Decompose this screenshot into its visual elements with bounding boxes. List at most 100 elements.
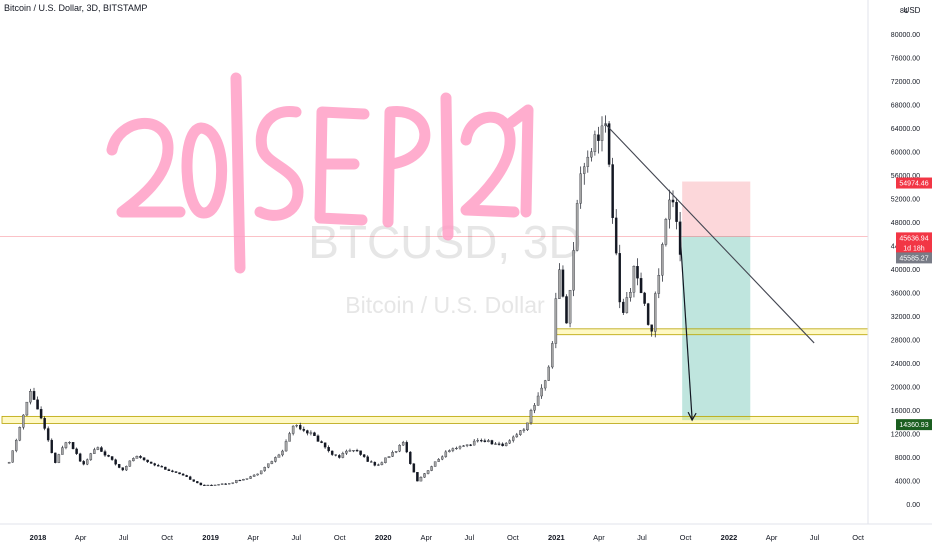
x-tick-label: 2019 bbox=[202, 533, 219, 542]
price-axis-panel bbox=[868, 0, 932, 550]
candle-body bbox=[426, 470, 430, 474]
y-tick-label: 16000.00 bbox=[891, 408, 920, 415]
candle-body bbox=[607, 123, 611, 165]
candle-body bbox=[490, 440, 494, 445]
candle-body bbox=[650, 324, 653, 332]
x-tick-label: Jul bbox=[291, 533, 301, 542]
candle-body bbox=[242, 479, 245, 481]
support-zone[interactable] bbox=[555, 328, 873, 336]
y-tick-label: 12000.00 bbox=[891, 432, 920, 439]
candle-body bbox=[394, 451, 398, 453]
y-tick-label: 20000.00 bbox=[891, 385, 920, 392]
x-tick-label: Jul bbox=[810, 533, 820, 542]
candle-body bbox=[295, 425, 298, 427]
candle-body bbox=[274, 457, 277, 462]
candle-body bbox=[451, 448, 455, 451]
take-profit-zone[interactable] bbox=[682, 236, 751, 421]
candlestick-series bbox=[7, 115, 682, 487]
currency-label[interactable]: USD bbox=[904, 6, 921, 15]
candle-body bbox=[515, 434, 519, 438]
candle-body bbox=[643, 292, 646, 304]
candle-body bbox=[153, 463, 156, 466]
candle-body bbox=[582, 166, 586, 174]
candle-body bbox=[306, 430, 309, 434]
y-tick-label: 48000.00 bbox=[891, 220, 920, 227]
candle-body bbox=[409, 451, 412, 464]
price-tag-label: 54974.46 bbox=[899, 181, 928, 188]
candle-body bbox=[646, 303, 650, 325]
candle-body bbox=[519, 430, 522, 435]
price-tag-countdown bbox=[896, 242, 932, 254]
candle-body bbox=[416, 472, 419, 482]
x-tick-label: Oct bbox=[680, 533, 693, 542]
candle-body bbox=[64, 442, 68, 448]
candle-body bbox=[590, 151, 593, 158]
candle-body bbox=[192, 479, 195, 482]
candle-body bbox=[146, 459, 149, 463]
candle-body bbox=[437, 459, 440, 462]
candle-body bbox=[455, 447, 458, 450]
candle-body bbox=[384, 457, 387, 463]
drawings[interactable] bbox=[604, 123, 815, 422]
x-tick-label: Apr bbox=[766, 533, 778, 542]
y-tick-label: 28000.00 bbox=[891, 338, 920, 345]
candle-body bbox=[50, 439, 53, 454]
candle-body bbox=[565, 296, 568, 324]
candle-body bbox=[359, 450, 362, 455]
candle-body bbox=[511, 436, 515, 441]
candle-body bbox=[323, 442, 327, 448]
candle-body bbox=[288, 433, 291, 442]
candle-body bbox=[533, 405, 536, 411]
candle-body bbox=[423, 473, 426, 478]
candle-body bbox=[167, 469, 171, 472]
candle-body bbox=[487, 440, 490, 443]
trend-line[interactable] bbox=[604, 123, 815, 344]
handwriting-letter-e bbox=[314, 106, 370, 226]
candle-body bbox=[636, 266, 639, 279]
x-tick-label: Oct bbox=[852, 533, 865, 542]
candle-body bbox=[164, 466, 167, 470]
candle-body bbox=[529, 410, 533, 424]
candle-body bbox=[653, 293, 657, 332]
candle-body bbox=[611, 164, 614, 219]
price-tags: 45636.94 1d 18h 45585.27 54974.46 14360.93 bbox=[896, 177, 932, 431]
candle-body bbox=[540, 387, 543, 397]
price-tag-current bbox=[896, 232, 932, 244]
handwritten-date-annotation[interactable] bbox=[106, 72, 534, 274]
candle-body bbox=[43, 418, 46, 429]
stop-loss-zone[interactable] bbox=[682, 181, 751, 237]
candle-body bbox=[210, 484, 213, 487]
candle-body bbox=[629, 292, 632, 298]
price-tag-stop bbox=[896, 177, 932, 189]
handwriting-digit-0 bbox=[181, 122, 228, 219]
projection-arrow-line[interactable] bbox=[678, 222, 693, 420]
candle-body bbox=[362, 454, 366, 457]
candle-body bbox=[341, 453, 345, 458]
time-axis[interactable]: 2018 Apr Jul Oct 2019 Apr Jul Oct 2020 Apr Jul Oct 2… bbox=[30, 533, 865, 542]
y-tick-label: 60000.00 bbox=[891, 150, 920, 157]
chart-title: Bitcoin / U.S. Dollar, 3D, BITSTAMP bbox=[4, 3, 148, 13]
candle-body bbox=[213, 484, 217, 486]
candle-body bbox=[575, 203, 579, 251]
handwriting-letter-p bbox=[382, 106, 431, 228]
candle-body bbox=[440, 456, 444, 460]
candle-body bbox=[657, 275, 661, 294]
candle-body bbox=[25, 401, 29, 416]
candle-body bbox=[206, 484, 210, 487]
candle-body bbox=[398, 444, 401, 452]
candle-body bbox=[671, 199, 675, 203]
y-tick-label: 32000.00 bbox=[891, 314, 920, 321]
candle-body bbox=[32, 391, 36, 400]
candle-body bbox=[149, 461, 153, 464]
candle-body bbox=[114, 459, 117, 465]
y-tick-label: 8000.00 bbox=[895, 455, 920, 462]
support-zone[interactable] bbox=[1, 415, 859, 424]
candle-body bbox=[188, 476, 192, 480]
handwriting-digit-2b bbox=[460, 111, 520, 218]
projection-arrow-head[interactable] bbox=[687, 411, 697, 422]
y-tick-label: 72000.00 bbox=[891, 79, 920, 86]
candle-body bbox=[110, 456, 114, 460]
candle-body bbox=[235, 479, 238, 483]
candle-body bbox=[469, 444, 472, 446]
